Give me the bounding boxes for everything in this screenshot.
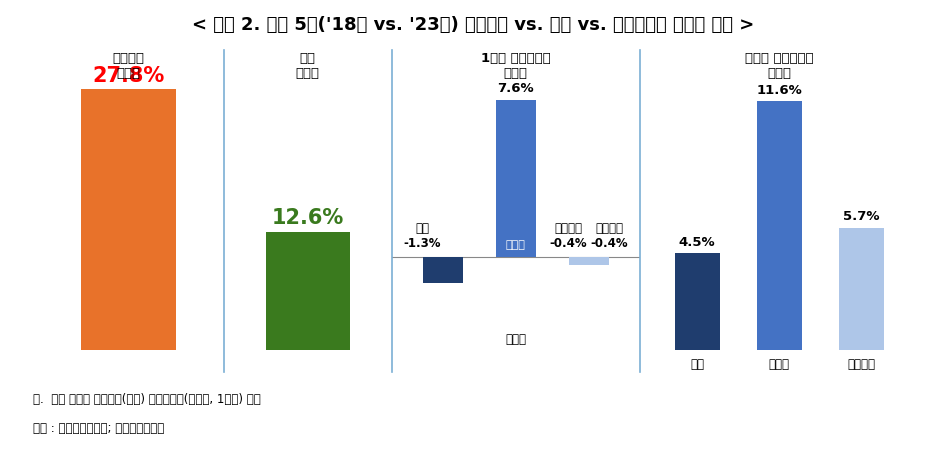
Text: 서비스업
-0.4%: 서비스업 -0.4% [549, 222, 587, 251]
Bar [422, 257, 463, 283]
Bar [839, 227, 884, 350]
Text: 서비스업: 서비스업 [848, 358, 875, 371]
Text: 11.6%: 11.6% [757, 84, 802, 97]
Text: 최저임금
인상률: 최저임금 인상률 [113, 52, 144, 80]
Text: 제조업: 제조업 [505, 334, 527, 346]
Text: 시간당 노동생산성
증가율: 시간당 노동생산성 증가율 [745, 52, 813, 80]
Text: 자료 : 한국생산성본부; 최저임금위원회: 자료 : 한국생산성본부; 최저임금위원회 [33, 422, 165, 435]
Text: 27.8%: 27.8% [92, 65, 165, 85]
Bar [80, 89, 176, 350]
Text: 제조업: 제조업 [769, 358, 790, 371]
Bar [568, 257, 609, 265]
Text: < 그림 2. 지난 5년('18년 vs. '23년) 최저임금 vs. 물가 vs. 노동생산성 증가율 비교 >: < 그림 2. 지난 5년('18년 vs. '23년) 최저임금 vs. 물가… [192, 16, 755, 34]
Text: 전체
-1.3%: 전체 -1.3% [403, 222, 441, 251]
Text: 1인당 노동생산성
증가율: 1인당 노동생산성 증가율 [481, 52, 550, 80]
Bar [265, 232, 349, 350]
Text: 물가
상승률: 물가 상승률 [295, 52, 320, 80]
Text: 서비스업
-0.4%: 서비스업 -0.4% [590, 222, 628, 251]
Bar [674, 253, 720, 350]
Text: 주.  비농 전산업 부가가치(실질) 노동생산성(시간당, 1인당) 기준: 주. 비농 전산업 부가가치(실질) 노동생산성(시간당, 1인당) 기준 [33, 393, 260, 406]
Text: 제조업: 제조업 [506, 240, 526, 251]
Text: 12.6%: 12.6% [272, 208, 344, 228]
FancyBboxPatch shape [15, 43, 937, 382]
Bar [495, 99, 536, 257]
Bar [757, 101, 802, 350]
Text: 전체: 전체 [690, 358, 705, 371]
Text: 4.5%: 4.5% [679, 236, 715, 249]
Text: 7.6%: 7.6% [497, 83, 534, 95]
Text: 5.7%: 5.7% [843, 210, 880, 223]
